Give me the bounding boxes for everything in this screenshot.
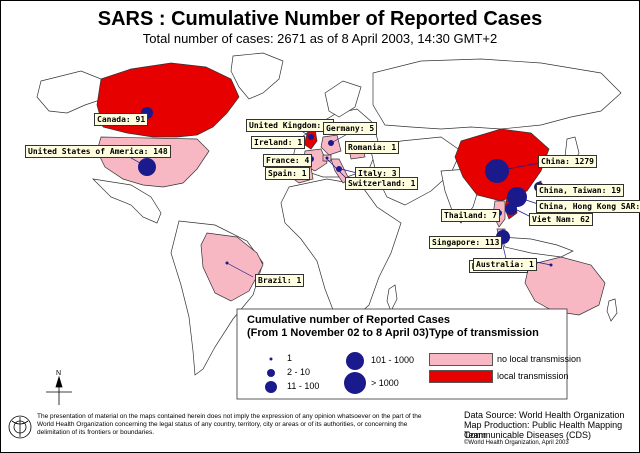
legend-size-over-1000: > 1000 — [371, 378, 399, 388]
alaska — [36, 70, 104, 114]
indonesia — [500, 236, 574, 258]
label-switzerland: Switzerland: 1 — [345, 177, 419, 190]
legend-swatch-no-local — [429, 353, 493, 366]
map-title: SARS : Cumulative Number of Reported Cas… — [97, 8, 543, 30]
legend-box — [236, 308, 568, 400]
map-subtitle: Total number of cases: 2671 as of 8 Apri… — [142, 31, 498, 46]
mexico — [91, 178, 162, 224]
label-hongkong: China, Hong Kong SAR: 928 — [536, 200, 640, 213]
credit-copyright: ©World Health Organization, April 2003 — [464, 440, 569, 446]
credit-dept: Communicable Diseases (CDS) — [464, 430, 592, 440]
legend-swatch-local — [429, 370, 493, 383]
malaysia-circle — [501, 229, 505, 233]
australia-circle — [549, 263, 553, 267]
germany-circle — [328, 140, 334, 146]
china-circle — [485, 159, 509, 183]
legend-no-local-label: no local transmission — [497, 354, 582, 364]
label-singapore: Singapore: 113 — [429, 236, 503, 249]
italy-circle — [336, 166, 342, 172]
label-australia: Australia: 1 — [473, 258, 537, 271]
label-germany: Germany: 5 — [323, 122, 378, 135]
new-zealand — [606, 298, 618, 322]
legend-circle-101-1000 — [346, 352, 364, 370]
label-thailand: Thailand: 7 — [441, 209, 500, 222]
label-uk: United Kingdom: 5 — [246, 119, 334, 132]
label-vietnam: Viet Nam: 62 — [529, 213, 593, 226]
credit-production: Map Production: Public Health Mapping Te… — [464, 420, 623, 440]
legend-circle-1 — [269, 357, 273, 361]
brazil-area — [200, 232, 264, 302]
legend-cases-title: Cumulative number of Reported Cases — [247, 314, 450, 326]
label-usa: United States of America: 148 — [25, 145, 171, 158]
uk-circle — [308, 134, 314, 140]
australia-area — [524, 256, 606, 316]
legend-size-2-10: 2 - 10 — [287, 367, 311, 377]
legend-size-1: 1 — [287, 353, 293, 363]
legend-circles — [265, 352, 366, 394]
legend-size-11-100: 11 - 100 — [287, 381, 320, 391]
switzerland-circle — [325, 156, 329, 160]
legend-circle-2-10 — [267, 369, 275, 377]
africa — [280, 178, 402, 324]
usa-circle — [138, 158, 156, 176]
label-taiwan: China, Taiwan: 19 — [536, 184, 624, 197]
label-spain: Spain: 1 — [265, 167, 310, 180]
north-arrow-icon — [46, 375, 72, 405]
label-france: France: 4 — [263, 154, 313, 167]
credit-source: Data Source: World Health Organization — [464, 410, 625, 420]
label-brazil: Brazil: 1 — [255, 274, 305, 287]
legend-circle-11-100 — [265, 381, 277, 393]
scandinavia — [324, 80, 362, 118]
greenland — [230, 52, 284, 100]
legend-transmission-title: Type of transmission — [429, 327, 539, 339]
label-ireland: Ireland: 1 — [251, 136, 306, 149]
russia — [372, 58, 622, 130]
north-arrow-label: N — [56, 370, 61, 377]
label-china: China: 1279 — [538, 155, 597, 168]
hongkong-circle — [507, 187, 527, 207]
legend-cases-period: (From 1 November 02 to 8 April 03) — [247, 327, 429, 339]
madagascar — [386, 284, 398, 312]
legend-size-101-1000: 101 - 1000 — [371, 355, 415, 365]
label-romania: Romania: 1 — [345, 141, 400, 154]
legend-circle-over-1000 — [344, 372, 366, 394]
label-canada: Canada: 91 — [94, 113, 149, 126]
brazil-circle — [225, 261, 229, 265]
disclaimer-text: The presentation of material on the maps… — [37, 413, 422, 436]
legend-local-label: local transmission — [497, 371, 569, 381]
who-emblem-icon — [8, 415, 32, 439]
vietnam-circle — [505, 203, 517, 215]
